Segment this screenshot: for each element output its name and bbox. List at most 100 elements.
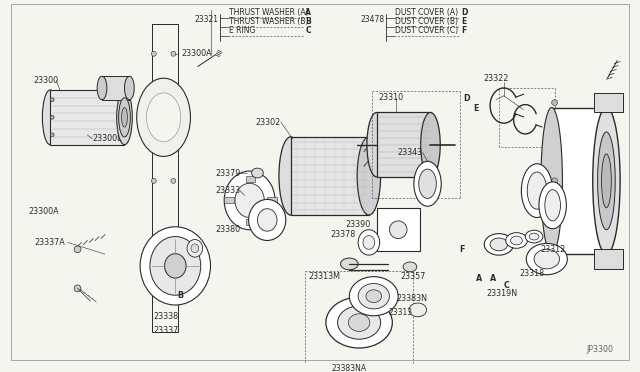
Text: 23343: 23343 bbox=[397, 148, 422, 157]
Ellipse shape bbox=[525, 230, 543, 243]
Ellipse shape bbox=[363, 235, 375, 249]
Bar bbox=[552, 108, 607, 254]
Ellipse shape bbox=[187, 240, 203, 257]
Ellipse shape bbox=[348, 314, 370, 331]
Text: JP3300: JP3300 bbox=[586, 346, 613, 355]
Ellipse shape bbox=[484, 234, 513, 255]
Bar bbox=[224, 198, 234, 203]
Ellipse shape bbox=[42, 90, 58, 145]
Text: C: C bbox=[504, 281, 509, 290]
Ellipse shape bbox=[74, 285, 81, 292]
Ellipse shape bbox=[50, 115, 54, 119]
Text: 23337: 23337 bbox=[153, 326, 178, 335]
Ellipse shape bbox=[152, 51, 156, 56]
Ellipse shape bbox=[522, 164, 553, 218]
Text: 23300: 23300 bbox=[33, 76, 59, 85]
Ellipse shape bbox=[50, 133, 54, 137]
Ellipse shape bbox=[150, 237, 201, 295]
Ellipse shape bbox=[490, 238, 508, 251]
Ellipse shape bbox=[420, 112, 440, 177]
Text: 23380: 23380 bbox=[216, 225, 241, 234]
Ellipse shape bbox=[389, 221, 407, 238]
Ellipse shape bbox=[337, 306, 381, 339]
Ellipse shape bbox=[349, 277, 398, 316]
Bar bbox=[594, 249, 623, 269]
Ellipse shape bbox=[118, 98, 131, 137]
Bar bbox=[377, 208, 420, 251]
Ellipse shape bbox=[526, 243, 567, 275]
Bar bbox=[594, 93, 623, 112]
Ellipse shape bbox=[252, 168, 263, 178]
Text: 23322: 23322 bbox=[483, 74, 509, 83]
Bar bbox=[377, 112, 431, 177]
Text: 23300A: 23300A bbox=[181, 49, 212, 58]
Ellipse shape bbox=[529, 233, 539, 240]
Text: 23478: 23478 bbox=[360, 15, 385, 24]
Ellipse shape bbox=[116, 90, 132, 145]
Ellipse shape bbox=[403, 262, 417, 272]
Ellipse shape bbox=[358, 283, 389, 309]
Text: 23383N: 23383N bbox=[396, 294, 428, 303]
Ellipse shape bbox=[164, 254, 186, 278]
Ellipse shape bbox=[409, 303, 426, 317]
Text: 23337A: 23337A bbox=[35, 238, 65, 247]
Text: 23300L: 23300L bbox=[92, 134, 122, 143]
Ellipse shape bbox=[527, 172, 547, 209]
Ellipse shape bbox=[534, 249, 559, 269]
Ellipse shape bbox=[545, 190, 561, 221]
Text: D: D bbox=[461, 7, 468, 17]
Ellipse shape bbox=[602, 154, 611, 208]
Ellipse shape bbox=[414, 161, 441, 206]
Ellipse shape bbox=[248, 199, 286, 240]
Text: 23302: 23302 bbox=[255, 118, 281, 127]
Text: 23333: 23333 bbox=[216, 186, 241, 195]
Bar bbox=[291, 137, 369, 215]
Ellipse shape bbox=[593, 108, 620, 254]
Ellipse shape bbox=[366, 290, 381, 302]
Ellipse shape bbox=[357, 137, 381, 215]
Text: THRUST WASHER (A): THRUST WASHER (A) bbox=[229, 7, 308, 17]
Ellipse shape bbox=[511, 236, 522, 245]
Text: B: B bbox=[177, 291, 184, 300]
Text: DUST COVER (A): DUST COVER (A) bbox=[396, 7, 458, 17]
Bar bbox=[246, 219, 255, 225]
Text: 23300A: 23300A bbox=[29, 207, 60, 216]
Text: 23390: 23390 bbox=[346, 220, 371, 229]
Text: 23379: 23379 bbox=[216, 169, 241, 177]
Ellipse shape bbox=[552, 256, 557, 262]
Bar bbox=[246, 176, 255, 182]
Text: THRUST WASHER (B): THRUST WASHER (B) bbox=[229, 17, 308, 26]
Ellipse shape bbox=[97, 76, 107, 100]
Ellipse shape bbox=[367, 112, 387, 177]
Text: E RING: E RING bbox=[229, 26, 255, 35]
Ellipse shape bbox=[552, 100, 557, 106]
Text: E: E bbox=[474, 104, 479, 113]
Text: 23378: 23378 bbox=[330, 230, 355, 239]
Ellipse shape bbox=[419, 169, 436, 198]
Ellipse shape bbox=[257, 209, 277, 231]
Text: 23318: 23318 bbox=[520, 269, 545, 278]
Text: F: F bbox=[461, 26, 467, 35]
Bar bbox=[268, 198, 277, 203]
Ellipse shape bbox=[224, 171, 275, 230]
Ellipse shape bbox=[50, 98, 54, 102]
Ellipse shape bbox=[147, 93, 180, 142]
Ellipse shape bbox=[598, 132, 615, 230]
Text: 23357: 23357 bbox=[400, 272, 426, 281]
Ellipse shape bbox=[552, 178, 557, 184]
Ellipse shape bbox=[74, 246, 81, 253]
Ellipse shape bbox=[380, 140, 387, 148]
Ellipse shape bbox=[140, 227, 211, 305]
Ellipse shape bbox=[137, 78, 191, 156]
Text: A: A bbox=[490, 274, 497, 283]
Ellipse shape bbox=[340, 258, 358, 270]
Bar bbox=[102, 76, 129, 100]
Text: E: E bbox=[461, 17, 467, 26]
Text: C: C bbox=[305, 26, 311, 35]
Ellipse shape bbox=[279, 137, 303, 215]
Ellipse shape bbox=[125, 76, 134, 100]
Text: DUST COVER (C): DUST COVER (C) bbox=[396, 26, 458, 35]
Bar bbox=[50, 90, 125, 145]
Ellipse shape bbox=[122, 108, 127, 127]
Text: F: F bbox=[459, 245, 464, 254]
